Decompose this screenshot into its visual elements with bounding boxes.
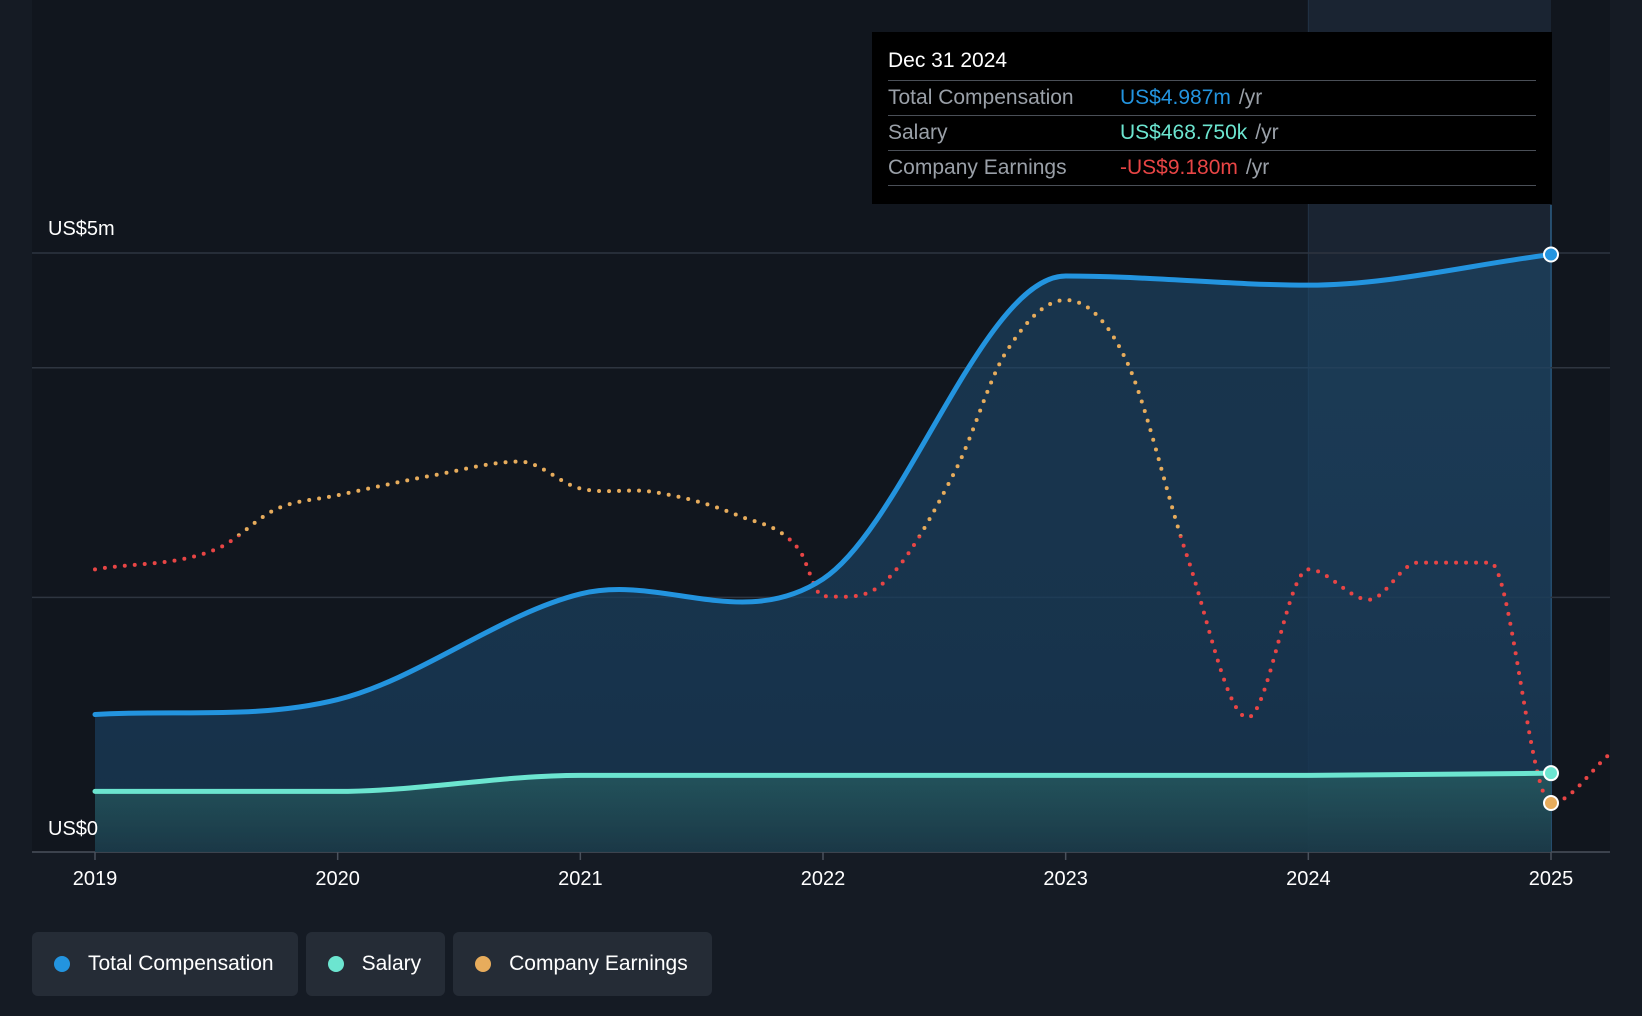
- salary-point: [1543, 765, 1559, 782]
- x-axis: 2019 2020 2021 2022 2023 2024 2025: [73, 852, 1574, 890]
- legend-label: Total Compensation: [88, 952, 274, 975]
- tooltip-label: Salary: [888, 121, 948, 144]
- legend-item-total-compensation[interactable]: Total Compensation: [32, 932, 298, 996]
- total-compensation-area: [95, 254, 1551, 852]
- tooltip-label: Total Compensation: [888, 86, 1074, 109]
- tooltip-row-earnings: Company Earnings -US$9.180m /yr: [888, 151, 1536, 186]
- total-compensation-point: [1543, 246, 1559, 263]
- total-compensation-line: [92, 251, 1554, 717]
- x-tick-label: 2023: [1043, 868, 1088, 890]
- tooltip-row-salary: Salary US$468.750k /yr: [888, 116, 1536, 151]
- tooltip: Dec 31 2024 Total Compensation US$4.987m…: [872, 32, 1552, 204]
- company-earnings-line-positive: [234, 297, 1183, 536]
- tooltip-value: -US$9.180m: [1120, 156, 1238, 179]
- tooltip-label: Company Earnings: [888, 156, 1067, 179]
- tooltip-row-total: Total Compensation US$4.987m /yr: [888, 81, 1536, 116]
- x-tick-label: 2022: [801, 868, 846, 890]
- x-tick-label: 2021: [558, 868, 603, 890]
- tooltip-value: US$468.750k: [1120, 121, 1248, 144]
- x-tick-label: 2025: [1529, 868, 1574, 890]
- legend-dot-icon: [475, 956, 492, 972]
- legend: Total Compensation Salary Company Earnin…: [32, 932, 712, 996]
- tooltip-unit: /yr: [1255, 121, 1279, 144]
- legend-label: Salary: [361, 952, 422, 975]
- legend-label: Company Earnings: [509, 952, 688, 975]
- tooltip-unit: /yr: [1238, 86, 1263, 109]
- tooltip-date: Dec 31 2024: [888, 46, 1536, 81]
- legend-item-company-earnings[interactable]: Company Earnings: [453, 932, 712, 996]
- salary-area: [95, 773, 1551, 852]
- legend-dot-icon: [327, 956, 344, 972]
- x-tick-label: 2024: [1286, 868, 1331, 890]
- legend-item-salary[interactable]: Salary: [305, 932, 446, 996]
- legend-dot-icon: [54, 956, 70, 972]
- salary-line: [92, 770, 1554, 794]
- tooltip-value: US$4.987m: [1120, 86, 1231, 109]
- x-tick-label: 2019: [73, 868, 118, 890]
- y-label-top: US$5m: [48, 218, 115, 240]
- x-tick-label: 2020: [315, 868, 360, 890]
- company-earnings-point: [1543, 794, 1559, 811]
- tooltip-unit: /yr: [1245, 156, 1270, 179]
- y-label-bottom: US$0: [48, 818, 98, 840]
